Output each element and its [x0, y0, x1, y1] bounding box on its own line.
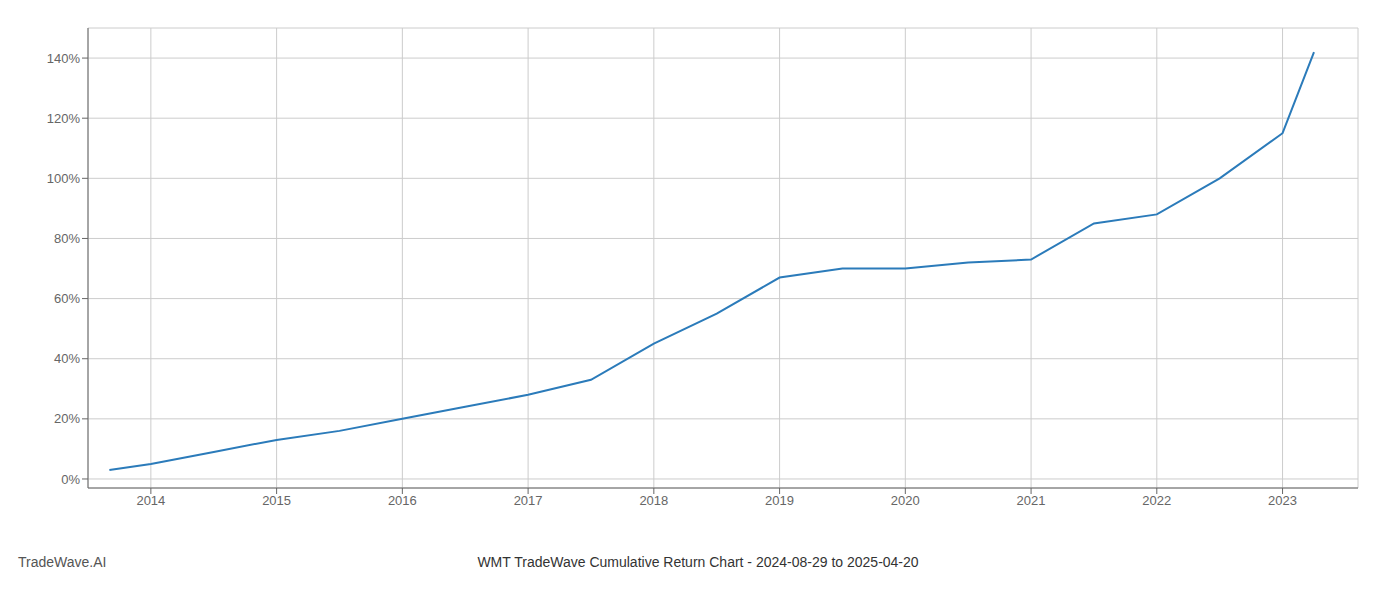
svg-text:40%: 40%: [54, 351, 80, 366]
svg-text:2022: 2022: [1142, 493, 1171, 508]
svg-text:100%: 100%: [47, 171, 81, 186]
svg-text:0%: 0%: [61, 472, 80, 487]
svg-text:60%: 60%: [54, 291, 80, 306]
svg-text:2016: 2016: [388, 493, 417, 508]
svg-text:20%: 20%: [54, 411, 80, 426]
svg-text:2020: 2020: [891, 493, 920, 508]
svg-text:2018: 2018: [639, 493, 668, 508]
svg-text:140%: 140%: [47, 51, 81, 66]
html-text:TradeWave.AI: TradeWave.AI: [18, 554, 107, 570]
svg-text:2023: 2023: [1268, 493, 1297, 508]
svg-text:2015: 2015: [262, 493, 291, 508]
svg-text:80%: 80%: [54, 231, 80, 246]
svg-text:2019: 2019: [765, 493, 794, 508]
html-text:WMT TradeWave Cumulative Retur: WMT TradeWave Cumulative Return Chart - …: [477, 554, 919, 570]
svg-text:2017: 2017: [514, 493, 543, 508]
svg-text:120%: 120%: [47, 111, 81, 126]
svg-text:2014: 2014: [136, 493, 165, 508]
svg-text:2021: 2021: [1017, 493, 1046, 508]
